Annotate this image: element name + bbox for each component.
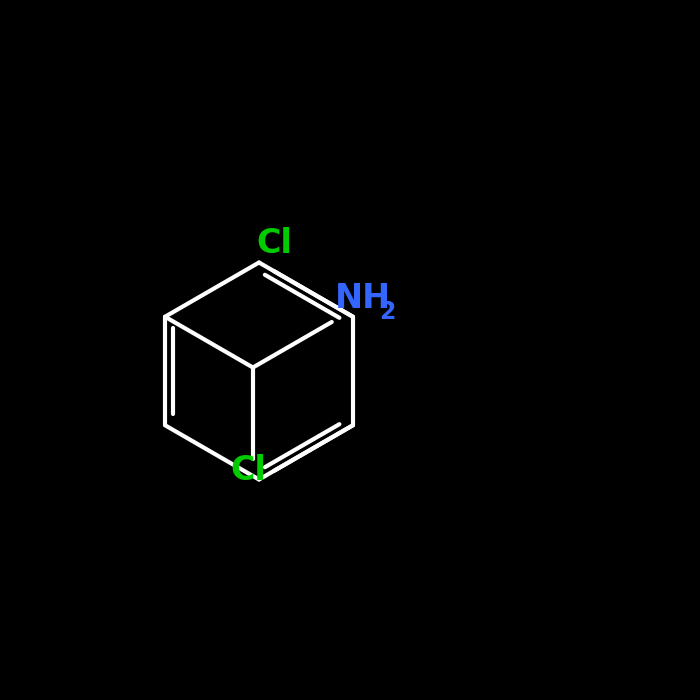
Text: Cl: Cl: [230, 454, 266, 487]
Text: 2: 2: [379, 300, 396, 324]
Text: Cl: Cl: [256, 227, 292, 260]
Text: NH: NH: [335, 282, 391, 315]
